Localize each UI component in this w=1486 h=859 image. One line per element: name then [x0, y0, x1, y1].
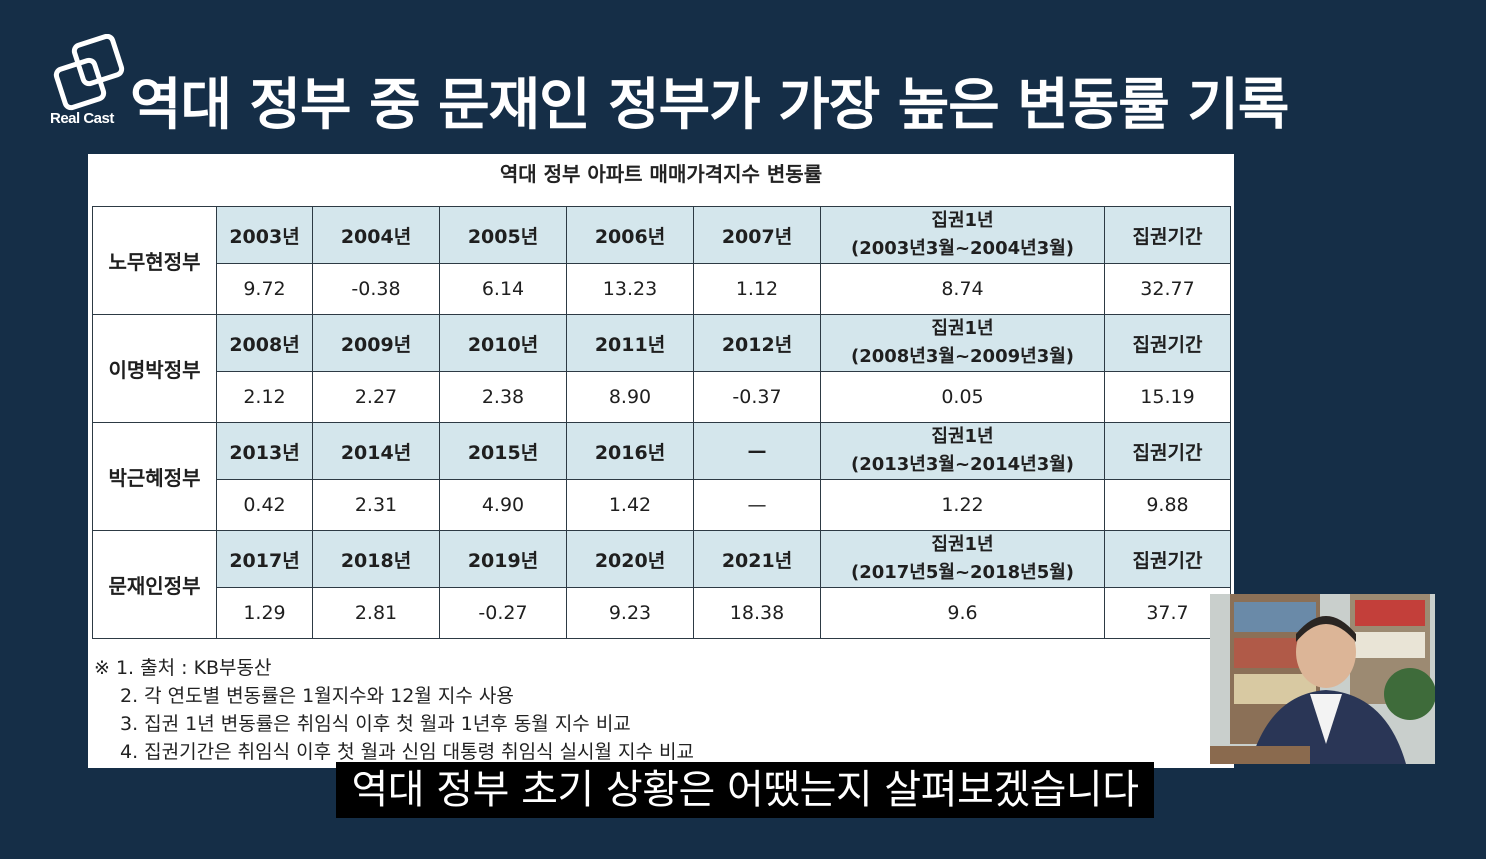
year-value: 0.42 [216, 479, 313, 531]
term1-label: 집권1년 [931, 426, 994, 447]
subtitle-caption: 역대 정부 초기 상황은 어땠는지 살펴보겠습니다 [336, 762, 1154, 818]
government-name: 문재인정부 [92, 530, 217, 639]
government-name: 노무현정부 [92, 206, 217, 315]
term1-value: 9.6 [820, 587, 1105, 639]
term1-value: 1.22 [820, 479, 1105, 531]
year-header: 2017년 [216, 530, 313, 588]
full-term-header: 집권기간 [1104, 206, 1231, 264]
year-header: 2011년 [566, 314, 694, 372]
term1-range: (2008년3월~2009년3월) [850, 346, 1075, 367]
year-value: -0.27 [439, 587, 567, 639]
full-term-value: 37.7 [1104, 587, 1231, 639]
year-value: -0.38 [312, 263, 440, 315]
year-header: 2006년 [566, 206, 694, 264]
full-term-header: 집권기간 [1104, 530, 1231, 588]
year-value: -0.37 [693, 371, 821, 423]
year-value: 2.27 [312, 371, 440, 423]
note-line: 3. 집권 1년 변동률은 취임식 이후 첫 월과 1년후 동월 지수 비교 [120, 713, 631, 735]
term1-label: 집권1년 [931, 210, 994, 231]
term1-value: 0.05 [820, 371, 1105, 423]
year-value: 1.12 [693, 263, 821, 315]
term1-header: 집권1년 (2013년3월~2014년3월) [820, 422, 1105, 480]
year-header: 2015년 [439, 422, 567, 480]
year-header: 2004년 [312, 206, 440, 264]
year-value: 4.90 [439, 479, 567, 531]
year-value: 9.72 [216, 263, 313, 315]
year-value: 2.81 [312, 587, 440, 639]
year-header: 2016년 [566, 422, 694, 480]
term1-value: 8.74 [820, 263, 1105, 315]
full-term-value: 9.88 [1104, 479, 1231, 531]
term1-range: (2013년3월~2014년3월) [850, 454, 1075, 475]
government-name: 이명박정부 [92, 314, 217, 423]
table-value-row: 9.72 -0.38 6.14 13.23 1.12 8.74 32.77 [93, 263, 1231, 315]
term1-header: 집권1년 (2008년3월~2009년3월) [820, 314, 1105, 372]
year-value: 2.12 [216, 371, 313, 423]
term1-label: 집권1년 [931, 534, 994, 555]
year-header: 2003년 [216, 206, 313, 264]
government-name: 박근혜정부 [92, 422, 217, 531]
year-value: 18.38 [693, 587, 821, 639]
table-header-row: 노무현정부 2003년 2004년 2005년 2006년 2007년 집권1년 (2003년… [92, 206, 1231, 315]
term1-range: (2003년3월~2004년3월) [850, 238, 1075, 259]
year-value: 8.90 [566, 371, 694, 423]
term1-header: 집권1년 (2003년3월~2004년3월) [820, 206, 1105, 264]
year-header: 2021년 [693, 530, 821, 588]
full-term-header: 집권기간 [1104, 422, 1231, 480]
table-value-row: 0.42 2.31 4.90 1.42—1.22 9.88 [93, 479, 1231, 531]
year-value: 1.29 [216, 587, 313, 639]
year-header: 2005년 [439, 206, 567, 264]
year-header: 2010년 [439, 314, 567, 372]
table-header-row: 문재인정부 2017년 2018년 2019년 2020년 2021년 집권1년 (2017년… [92, 530, 1231, 639]
year-header: 2019년 [439, 530, 567, 588]
year-header: 2009년 [312, 314, 440, 372]
realcast-logo-icon [53, 34, 125, 111]
note-line: 4. 집권기간은 취임식 이후 첫 월과 신임 대통령 취임식 실시월 지수 비… [120, 741, 695, 763]
year-header: 2014년 [312, 422, 440, 480]
presenter-webcam [1210, 594, 1435, 764]
table-value-row: 2.12 2.27 2.38 8.90 -0.37 0.05 15.19 [93, 371, 1231, 423]
table-notes: ※ 1. 출처 : KB부동산 2. 각 연도별 변동률은 1월지수와 12월 … [94, 654, 694, 766]
term1-label: 집권1년 [931, 318, 994, 339]
table-header-row: 박근혜정부 2013년 2014년 2015년 2016년 — 집권1년 (2013년3월~2… [92, 422, 1231, 531]
table-value-row: 1.29 2.81 -0.27 9.23 18.38 9.6 37.7 [93, 587, 1231, 639]
note-line: ※ 1. 출처 : KB부동산 [94, 657, 272, 679]
year-value: 2.31 [312, 479, 440, 531]
year-value: — [693, 479, 821, 531]
year-value: 1.42 [566, 479, 694, 531]
channel-logo-text: Real Cast [50, 110, 114, 127]
slide-panel: 역대 정부 아파트 매매가격지수 변동률 노무현정부 2003년 2004년 2005… [88, 154, 1234, 768]
year-header: — [693, 422, 821, 480]
table-title: 역대 정부 아파트 매매가격지수 변동률 [499, 162, 823, 186]
year-header: 2020년 [566, 530, 694, 588]
year-header: 2008년 [216, 314, 313, 372]
full-term-value: 32.77 [1104, 263, 1231, 315]
full-term-value: 15.19 [1104, 371, 1231, 423]
year-value: 13.23 [566, 263, 694, 315]
year-header: 2018년 [312, 530, 440, 588]
year-header: 2012년 [693, 314, 821, 372]
year-value: 9.23 [566, 587, 694, 639]
year-header: 2013년 [216, 422, 313, 480]
year-value: 2.38 [439, 371, 567, 423]
year-header: 2007년 [693, 206, 821, 264]
term1-range: (2017년5월~2018년5월) [850, 562, 1075, 583]
full-term-header: 집권기간 [1104, 314, 1231, 372]
term1-header: 집권1년 (2017년5월~2018년5월) [820, 530, 1105, 588]
headline-title: 역대 정부 중 문재인 정부가 가장 높은 변동률 기록 [130, 73, 1289, 138]
price-change-table: 노무현정부 2003년 2004년 2005년 2006년 2007년 집권1년 (2003년… [92, 206, 1231, 639]
year-value: 6.14 [439, 263, 567, 315]
table-header-row: 이명박정부 2008년 2009년 2010년 2011년 2012년 집권1년 (2008년… [92, 314, 1231, 423]
note-line: 2. 각 연도별 변동률은 1월지수와 12월 지수 사용 [120, 685, 514, 707]
